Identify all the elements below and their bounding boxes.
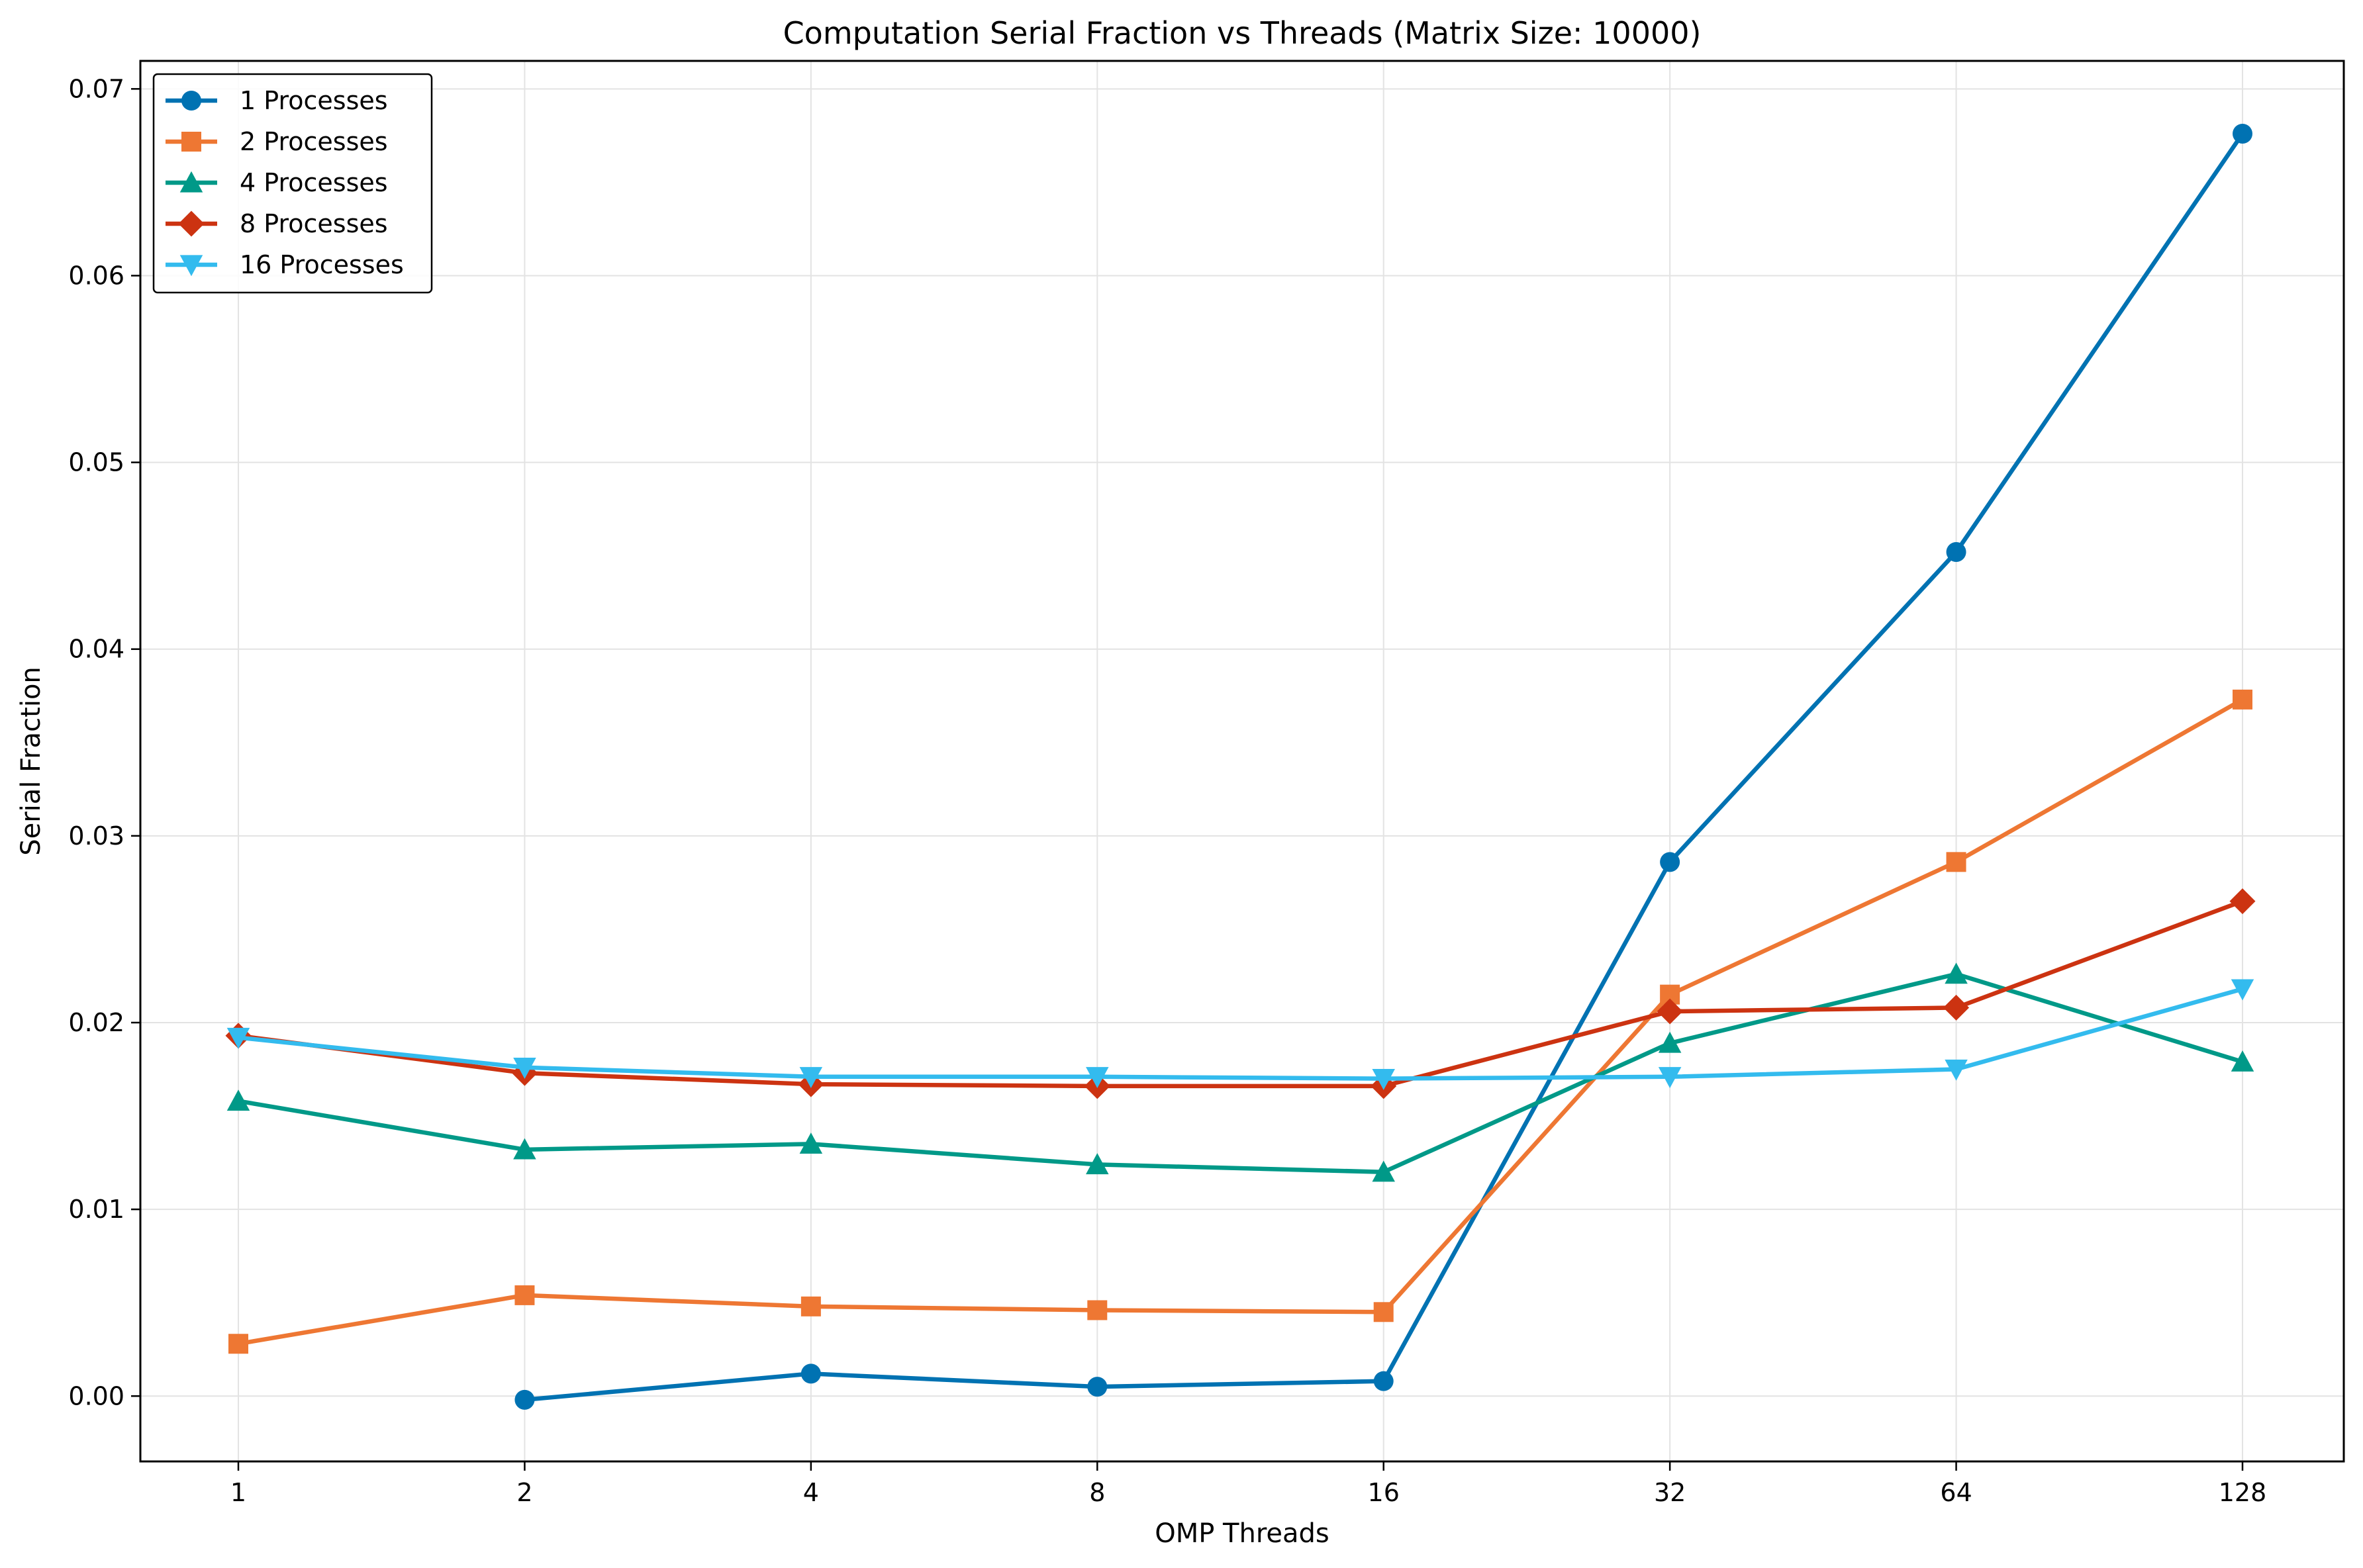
y-tick-label: 0.06 — [68, 261, 124, 290]
legend-marker — [179, 255, 203, 277]
legend-item: 2 Processes — [166, 127, 388, 156]
data-point — [513, 1138, 536, 1160]
legend-box — [152, 73, 433, 294]
data-point — [1087, 1300, 1108, 1320]
data-point — [1945, 1059, 1968, 1081]
data-point — [2233, 689, 2252, 710]
data-point — [226, 1027, 250, 1049]
legend-label: 2 Processes — [240, 127, 388, 156]
y-tick-label: 0.07 — [68, 74, 124, 103]
series-4-processes — [226, 962, 2254, 1182]
data-point — [1658, 1067, 1682, 1089]
series-line — [238, 987, 2243, 1081]
data-point — [228, 1334, 248, 1354]
y-axis-ticks: 0.00 0.01 0.02 0.03 0.04 0.05 0.06 0.07 — [68, 74, 140, 1410]
data-point — [514, 1285, 535, 1305]
legend-item: 4 Processes — [166, 168, 388, 197]
legend-label: 16 Processes — [240, 250, 404, 279]
data-point — [1946, 852, 1966, 872]
x-tick-label: 4 — [803, 1478, 819, 1507]
series-line — [238, 972, 2243, 1174]
data-point — [1943, 994, 1970, 1021]
data-point — [514, 1389, 535, 1410]
legend-marker — [181, 132, 201, 152]
legend-marker — [181, 91, 201, 111]
data-point — [1087, 1377, 1108, 1397]
series-1-processes — [514, 124, 2252, 1410]
data-point — [1373, 1302, 1394, 1322]
x-tick-label: 16 — [1368, 1478, 1400, 1507]
data-point — [513, 1058, 536, 1079]
grid-lines — [140, 61, 2344, 1461]
y-tick-label: 0.04 — [68, 635, 124, 664]
data-point — [1372, 1068, 1395, 1090]
data-point — [1660, 852, 1680, 872]
y-tick-label: 0.03 — [68, 821, 124, 851]
plot-frame — [139, 60, 2345, 1463]
series-line — [238, 899, 2244, 1089]
x-tick-label: 1 — [230, 1478, 246, 1507]
series-2-processes — [228, 689, 2252, 1354]
legend-label: 1 Processes — [240, 86, 388, 115]
data-point — [800, 1363, 821, 1384]
y-tick-label: 0.02 — [68, 1008, 124, 1037]
series-16-processes — [226, 979, 2254, 1090]
data-point — [799, 1067, 823, 1089]
x-tick-label: 32 — [1654, 1478, 1686, 1507]
legend-label: 8 Processes — [240, 209, 388, 238]
x-tick-label: 128 — [2219, 1478, 2267, 1507]
data-point — [1945, 962, 1968, 984]
data-point — [1086, 1153, 1109, 1175]
data-point — [2231, 979, 2254, 1001]
legend-marker — [179, 171, 203, 193]
y-tick-label: 0.05 — [68, 448, 124, 477]
chart-title: Computation Serial Fraction vs Threads (… — [783, 15, 1702, 51]
data-point — [1372, 1160, 1395, 1182]
x-axis-ticks: 1 2 4 8 16 32 64 128 — [230, 1461, 2266, 1507]
data-point — [1658, 1031, 1682, 1053]
x-tick-label: 8 — [1089, 1478, 1105, 1507]
y-tick-label: 0.01 — [68, 1195, 124, 1224]
legend-label: 4 Processes — [240, 168, 388, 197]
x-tick-label: 64 — [1940, 1478, 1972, 1507]
legend: 1 Processes 2 Processes 4 Processes 8 Proce… — [152, 73, 433, 294]
legend-item: 16 Processes — [166, 250, 404, 279]
data-point — [1373, 1371, 1394, 1391]
legend-marker — [178, 210, 205, 237]
data-point — [2229, 888, 2256, 915]
plot-series — [225, 124, 2256, 1410]
x-axis-label: OMP Threads — [1155, 1518, 1329, 1549]
data-point — [2231, 1050, 2254, 1072]
x-tick-label: 2 — [516, 1478, 532, 1507]
legend-item: 1 Processes — [166, 86, 388, 115]
y-tick-label: 0.00 — [68, 1381, 124, 1410]
data-point — [800, 1296, 821, 1316]
legend-item: 8 Processes — [166, 209, 388, 238]
data-point — [799, 1132, 823, 1154]
data-point — [1086, 1067, 1109, 1089]
data-point — [2233, 124, 2252, 144]
series-line — [238, 698, 2244, 1346]
data-point — [1946, 542, 1966, 563]
y-axis-label: Serial Fraction — [16, 667, 46, 856]
data-point — [226, 1089, 250, 1111]
data-point — [1657, 998, 1683, 1025]
